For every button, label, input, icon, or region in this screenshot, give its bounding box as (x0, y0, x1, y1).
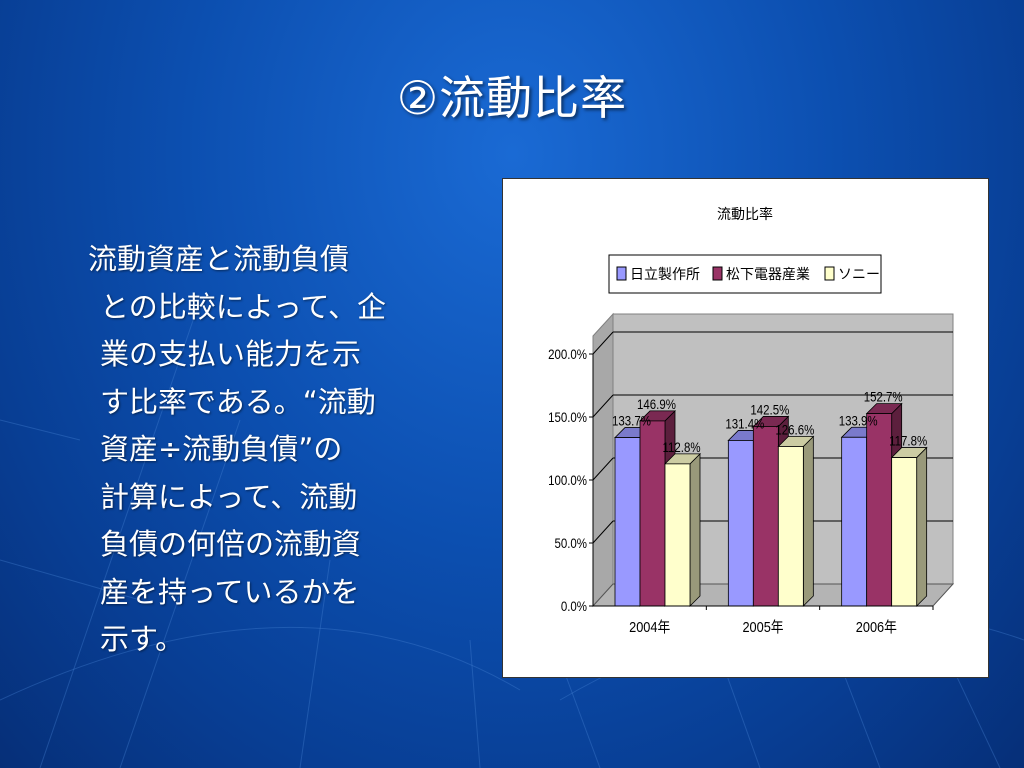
body-text: 流動資産と流動負債 との比較によって、企 業の支払い能力を示 す比率である。“流… (88, 236, 468, 664)
legend-swatch (616, 266, 627, 281)
data-label: 142.5% (750, 401, 789, 417)
legend-label: 松下電器産業 (726, 266, 810, 282)
bar (777, 446, 804, 607)
legend-label: ソニー (838, 266, 880, 282)
y-tick-label: 50.0% (554, 535, 587, 551)
body-line: 資産÷流動負債”の (100, 432, 343, 466)
body-line: 産を持っているかを (100, 574, 360, 609)
data-label: 126.6% (775, 421, 814, 437)
bar-side (689, 452, 701, 607)
gridline (592, 520, 614, 544)
legend-swatch (824, 266, 835, 281)
bar (614, 437, 641, 607)
data-label: 117.8% (889, 432, 927, 448)
data-label: 131.4% (725, 415, 764, 431)
x-tick-label: 2005年 (742, 618, 783, 635)
y-tick-label: 0.0% (561, 598, 587, 614)
data-label: 133.9% (839, 412, 878, 428)
gridline (592, 331, 614, 355)
legend-swatch (712, 266, 723, 281)
bar (664, 463, 691, 607)
gridline (592, 457, 614, 481)
y-tick-label: 100.0% (548, 472, 587, 488)
body-line: 計算によって、流動 (100, 479, 358, 514)
bar (866, 413, 893, 607)
bar (752, 426, 779, 607)
slide-title: ②流動比率 (396, 71, 628, 125)
bar-side (916, 446, 928, 607)
body-line: 示す。 (100, 622, 185, 656)
chart-container: 流動比率日立製作所 松下電器産業 ソニー 0.0% 50.0% 100.0% 150.0% 2… (502, 178, 989, 678)
data-label: 146.9% (637, 396, 676, 412)
body-line: 負債の何倍の流動資 (100, 527, 362, 561)
chart-title: 流動比率 (717, 206, 773, 222)
data-label: 152.7% (864, 388, 903, 404)
y-tick-label: 150.0% (548, 409, 587, 425)
body-line: 流動資産と流動負債 (88, 242, 350, 276)
bar (891, 457, 918, 607)
gridline (592, 394, 614, 418)
bar (639, 420, 666, 607)
x-tick-label: 2006年 (856, 618, 897, 635)
chart-side-wall (592, 312, 614, 608)
bar (727, 440, 754, 607)
y-tick-label: 200.0% (548, 346, 587, 362)
x-tick-label: 2004年 (629, 618, 670, 635)
legend-label: 日立製作所 (630, 266, 700, 282)
body-line: 業の支払い能力を示 (100, 337, 362, 371)
body-line: す比率である。“流動 (100, 384, 376, 419)
bar (841, 436, 868, 607)
data-label: 112.8% (662, 439, 700, 455)
chart-legend (608, 254, 882, 294)
data-label: 133.7% (612, 412, 651, 428)
bar-side (802, 435, 814, 607)
body-line: との比較によって、企 (100, 289, 386, 324)
